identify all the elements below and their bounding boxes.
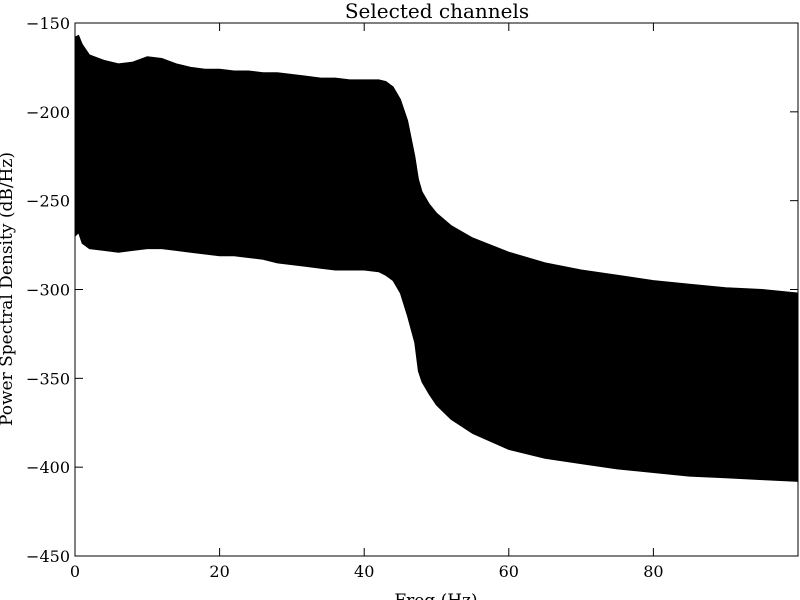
y-tick-label: −150 <box>26 14 70 33</box>
y-tick-label: −350 <box>26 369 70 388</box>
psd-band-0 <box>74 34 799 482</box>
y-tick-label: −200 <box>26 103 70 122</box>
y-tick-label: −300 <box>26 281 70 300</box>
axis-ticks: 0 20 40 60 80 −150 −200 −250 −300 −350 −400 −450 <box>26 14 798 581</box>
y-tick-label: −400 <box>26 458 70 477</box>
x-tick-label: 20 <box>209 562 229 581</box>
x-axis-label: Freq (Hz) <box>394 591 477 600</box>
y-tick-label: −250 <box>26 192 70 211</box>
x-tick-label: 40 <box>354 562 374 581</box>
plot-area <box>74 34 799 482</box>
plot-frame <box>74 22 799 557</box>
x-tick-label: 0 <box>70 562 80 581</box>
y-tick-label: −450 <box>26 547 70 566</box>
y-axis-label: Power Spectral Density (dB/Hz) <box>0 152 17 426</box>
x-tick-label: 60 <box>499 562 519 581</box>
chart-title: Selected channels <box>345 0 529 23</box>
x-tick-label: 80 <box>643 562 663 581</box>
